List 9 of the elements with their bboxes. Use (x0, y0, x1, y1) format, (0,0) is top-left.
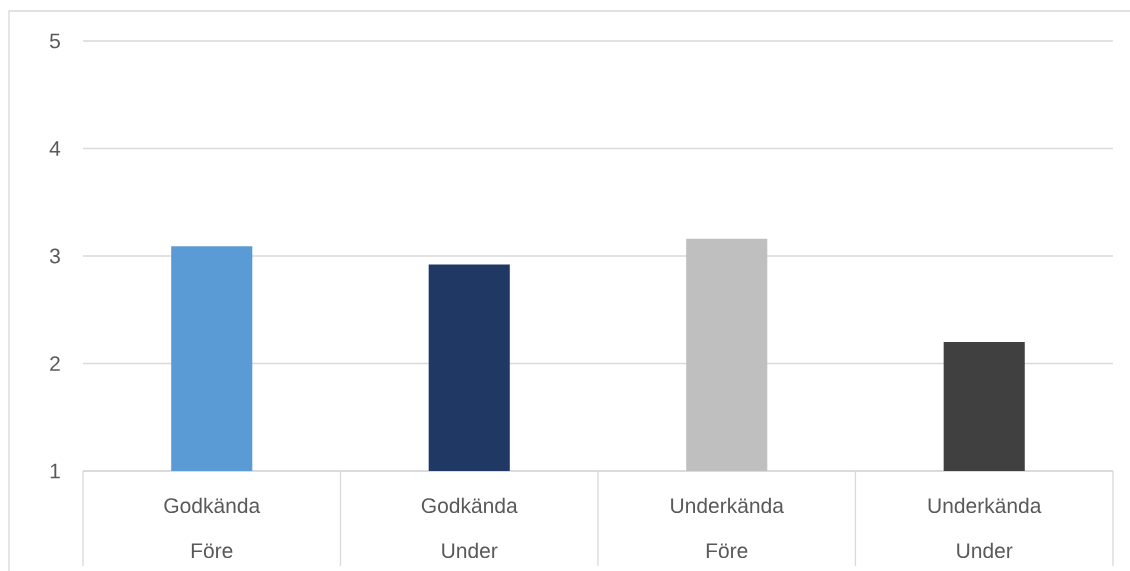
y-tick-label: 3 (49, 248, 60, 264)
category-label: Underkända Före (671, 497, 784, 559)
category-label: Godkända Under (421, 497, 518, 559)
category-label: Godkända Före (164, 497, 261, 559)
y-tick-label: 4 (49, 141, 61, 156)
y-tick-label: 2 (50, 356, 60, 371)
y-tick-label: 5 (49, 33, 60, 49)
category-label: Underkända Under (928, 497, 1042, 559)
y-tick-label: 1 (50, 463, 60, 479)
